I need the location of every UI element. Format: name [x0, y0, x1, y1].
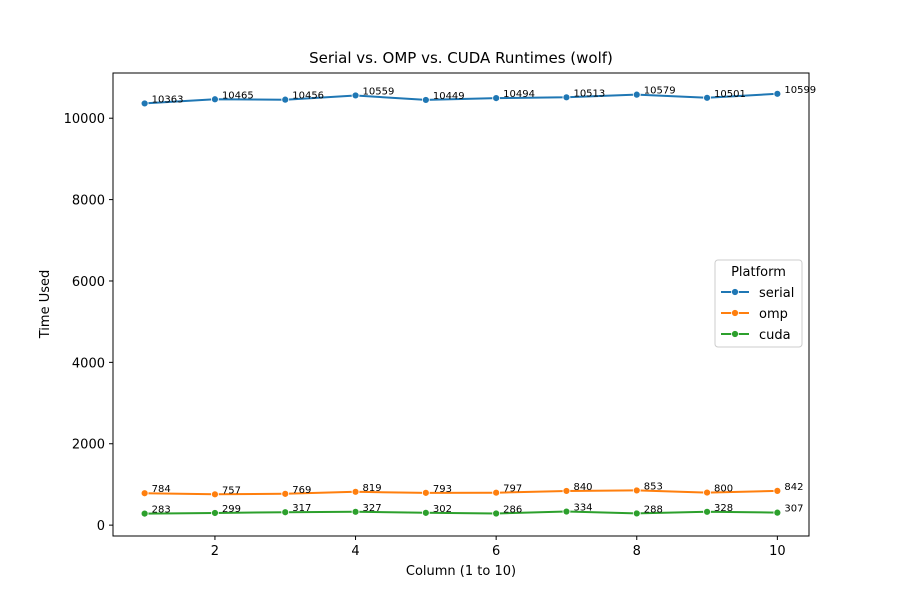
- data-point-serial: [351, 91, 360, 100]
- data-point-omp: [632, 486, 641, 495]
- y-tick-label: 2000: [72, 438, 105, 453]
- data-point-serial: [421, 96, 430, 104]
- data-label-cuda: 283: [152, 505, 171, 516]
- data-point-serial: [140, 99, 149, 108]
- data-point-omp: [351, 487, 360, 496]
- x-tick-label: 4: [351, 544, 359, 559]
- data-point-cuda: [211, 509, 219, 517]
- data-label-cuda: 334: [573, 503, 592, 514]
- data-point-serial: [773, 89, 782, 98]
- data-label-omp: 819: [363, 483, 382, 494]
- legend-title: Platform: [731, 265, 786, 280]
- data-point-cuda: [421, 508, 430, 517]
- data-label-omp: 793: [433, 484, 452, 495]
- series-line-cuda: [144, 510, 778, 515]
- series-cuda: 283 299 317 327 302 286 334 288 328 307: [140, 503, 803, 518]
- y-tick-label: 4000: [72, 356, 105, 371]
- data-label-omp: 800: [714, 484, 733, 495]
- series-line-omp: [144, 489, 778, 496]
- data-point-cuda: [632, 509, 641, 518]
- series-line-serial: [144, 92, 778, 105]
- legend-label-omp: omp: [759, 307, 788, 322]
- series-omp: 784 757 769 819 793 797 840 853 800 842: [140, 481, 803, 499]
- data-label-cuda: 327: [363, 503, 382, 514]
- data-label-cuda: 307: [784, 504, 803, 515]
- y-tick-label: 10000: [64, 112, 105, 127]
- data-label-omp: 769: [292, 485, 311, 496]
- data-point-omp: [211, 490, 219, 499]
- data-label-omp: 842: [784, 482, 803, 493]
- data-label-serial: 10599: [784, 85, 816, 96]
- data-point-serial: [632, 90, 641, 99]
- data-label-serial: 10494: [503, 89, 535, 100]
- data-point-cuda: [140, 509, 149, 518]
- legend-marker-serial: [731, 288, 739, 296]
- data-label-cuda: 317: [292, 503, 311, 514]
- data-point-omp: [492, 488, 501, 497]
- data-point-cuda: [281, 508, 290, 517]
- data-label-cuda: 286: [503, 504, 522, 515]
- data-point-serial: [562, 93, 571, 102]
- data-point-cuda: [492, 509, 501, 518]
- data-label-serial: 10465: [222, 90, 254, 101]
- data-label-serial: 10559: [363, 86, 395, 97]
- legend-item-serial: serial: [721, 286, 794, 301]
- data-label-serial: 10449: [433, 91, 465, 102]
- data-point-omp: [140, 489, 149, 498]
- data-label-serial: 10579: [644, 86, 676, 97]
- legend-box: [714, 259, 803, 348]
- x-tick-label: 10: [769, 544, 786, 559]
- data-point-serial: [281, 95, 290, 104]
- axes-frame: [112, 72, 810, 537]
- x-tick-label: 8: [633, 544, 641, 559]
- data-point-cuda: [562, 507, 571, 516]
- legend-item-cuda: cuda: [721, 328, 791, 343]
- x-tick-label: 6: [492, 544, 500, 559]
- data-point-omp: [421, 488, 430, 497]
- data-label-serial: 10513: [573, 88, 605, 99]
- data-point-cuda: [773, 508, 782, 517]
- legend-marker-cuda: [731, 330, 739, 338]
- data-point-cuda: [703, 507, 711, 516]
- data-point-serial: [492, 94, 501, 103]
- data-point-omp: [281, 489, 290, 498]
- x-tick-label: 2: [211, 544, 219, 559]
- data-label-cuda: 288: [644, 504, 663, 515]
- data-label-omp: 757: [222, 485, 241, 496]
- data-label-serial: 10456: [292, 91, 324, 102]
- data-point-cuda: [351, 507, 360, 516]
- legend-item-omp: omp: [721, 307, 788, 322]
- legend-marker-omp: [731, 309, 739, 317]
- data-label-omp: 784: [152, 484, 171, 495]
- legend-label-serial: serial: [759, 286, 794, 301]
- y-tick-label: 8000: [72, 194, 105, 209]
- data-point-omp: [773, 486, 782, 495]
- y-axis-label: Time Used: [38, 270, 53, 340]
- data-point-omp: [562, 487, 571, 495]
- data-label-omp: 840: [573, 482, 592, 493]
- y-tick-label: 6000: [72, 275, 105, 290]
- data-label-omp: 853: [644, 481, 663, 492]
- data-label-omp: 797: [503, 484, 522, 495]
- data-label-serial: 10501: [714, 89, 746, 100]
- legend-label-cuda: cuda: [759, 328, 791, 343]
- y-tick-label: 0: [97, 519, 105, 534]
- data-point-serial: [211, 95, 219, 104]
- series-serial: 10363 10465 10456 10559 10449 10494 10513 10579…: [140, 85, 816, 108]
- legend: Platform serial omp cuda: [714, 259, 803, 348]
- data-point-omp: [703, 488, 711, 497]
- data-label-cuda: 328: [714, 503, 733, 514]
- x-axis-label: Column (1 to 10): [406, 564, 516, 579]
- data-label-cuda: 299: [222, 504, 241, 515]
- data-label-serial: 10363: [152, 94, 184, 105]
- data-point-serial: [703, 93, 711, 102]
- data-label-cuda: 302: [433, 504, 452, 515]
- chart-title: Serial vs. OMP vs. CUDA Runtimes (wolf): [309, 49, 613, 67]
